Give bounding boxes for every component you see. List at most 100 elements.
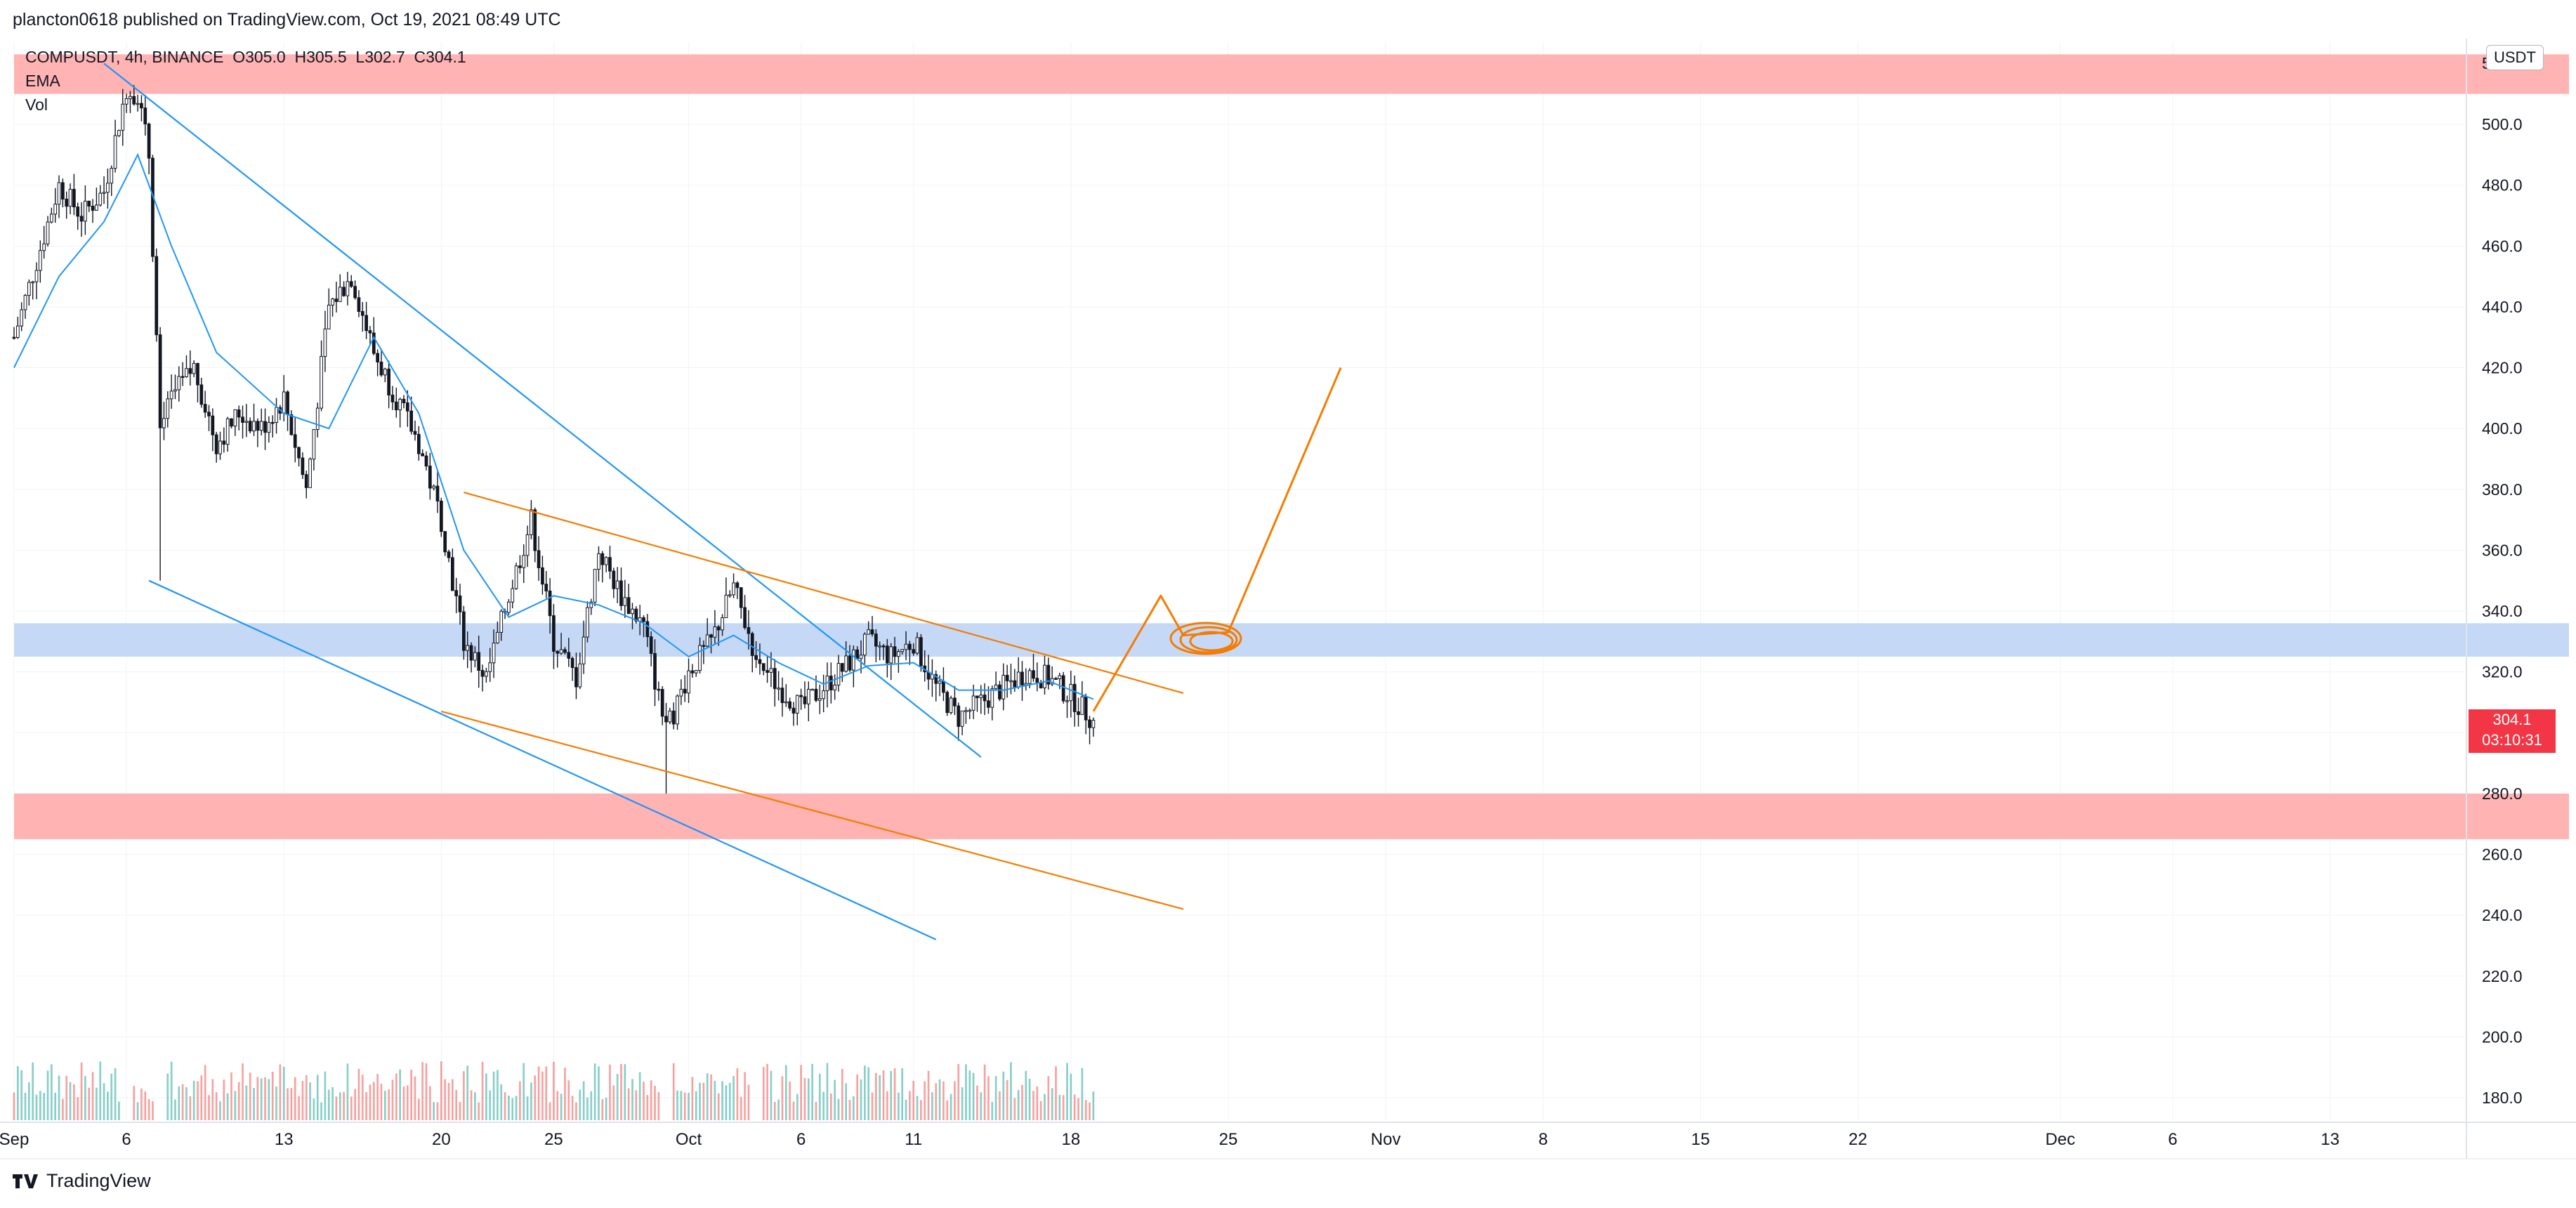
- candle-body: [570, 657, 574, 669]
- volume-bar: [811, 1063, 813, 1120]
- volume-bar: [590, 1091, 593, 1120]
- candle-body: [421, 453, 425, 457]
- candle-body: [368, 330, 372, 334]
- volume-bar: [429, 1086, 431, 1120]
- candle-body: [705, 634, 709, 647]
- candle-body: [1065, 700, 1069, 702]
- volume-bar: [211, 1079, 214, 1120]
- candle-body: [732, 582, 735, 596]
- volume-bar: [740, 1096, 742, 1120]
- candle-body: [777, 688, 780, 690]
- volume-bar: [598, 1066, 600, 1120]
- volume-bar: [39, 1091, 41, 1120]
- projection-drawing[interactable]: [1092, 367, 1342, 712]
- volume-bar: [470, 1090, 473, 1120]
- candle-body: [975, 695, 979, 698]
- candle-body: [84, 200, 87, 222]
- ema-legend[interactable]: EMA: [25, 72, 60, 90]
- volume-bar: [245, 1085, 248, 1120]
- candle-body: [428, 466, 432, 489]
- volume-bar: [994, 1076, 997, 1120]
- candle-body: [27, 282, 31, 296]
- candle-body: [687, 670, 690, 694]
- candle-body: [1058, 675, 1062, 679]
- candle-body: [132, 96, 136, 105]
- volume-bars: [13, 1061, 1095, 1120]
- volume-bar: [627, 1088, 630, 1120]
- volume-bar: [654, 1086, 656, 1120]
- volume-bar: [275, 1086, 277, 1120]
- candle-body: [716, 626, 721, 631]
- candle-body: [957, 705, 961, 727]
- volume-bar: [1073, 1094, 1076, 1120]
- volume-bar: [249, 1072, 251, 1120]
- candle-body: [416, 433, 421, 454]
- candle-body: [833, 684, 837, 690]
- candle-body: [987, 700, 990, 708]
- x-tick-label: 18: [1062, 1130, 1081, 1149]
- volume-bar: [88, 1087, 91, 1120]
- candle-body: [548, 590, 552, 617]
- volume-bar: [519, 1081, 521, 1120]
- candle-body: [713, 626, 717, 638]
- candle-body: [1005, 674, 1009, 681]
- volume-bar: [616, 1074, 619, 1120]
- volume-bar: [91, 1072, 94, 1120]
- volume-bar: [414, 1076, 416, 1120]
- candle-body: [608, 557, 612, 572]
- volume-bar: [452, 1079, 454, 1120]
- candle-body: [23, 295, 27, 310]
- volume-bar: [815, 1101, 817, 1120]
- candle-body: [522, 555, 526, 568]
- volume-bar: [991, 1101, 994, 1120]
- volume-legend[interactable]: Vol: [25, 96, 48, 114]
- candle-body: [581, 636, 586, 664]
- x-tick-label: 11: [905, 1130, 922, 1149]
- candle-body: [668, 710, 672, 723]
- candle-body: [810, 688, 815, 691]
- candle-body: [46, 221, 50, 244]
- volume-bar: [444, 1079, 447, 1120]
- candle-body: [117, 130, 121, 136]
- candle-body: [1039, 683, 1043, 688]
- target-circle: [1169, 622, 1242, 655]
- candle-body: [57, 182, 61, 205]
- volume-bar: [208, 1095, 210, 1120]
- candle-body: [799, 695, 803, 697]
- candle-body: [469, 645, 473, 661]
- candle-body: [724, 594, 728, 619]
- candle-body: [623, 597, 627, 606]
- volume-bar: [1092, 1091, 1095, 1120]
- candle-body: [1020, 671, 1024, 685]
- volume-bar: [230, 1072, 232, 1120]
- volume-bar: [365, 1092, 367, 1120]
- candle-body: [660, 689, 664, 717]
- candle-body: [803, 696, 807, 704]
- volume-bar: [436, 1102, 439, 1120]
- candle-body: [791, 707, 796, 714]
- candle-body: [612, 570, 616, 589]
- candle-body: [541, 567, 544, 585]
- candle-body: [1001, 674, 1006, 700]
- volume-bar: [110, 1073, 113, 1120]
- candle-body: [252, 421, 256, 432]
- tradingview-logo[interactable]: TradingView: [13, 1170, 151, 1192]
- volume-bar: [938, 1079, 941, 1120]
- volume-bar: [174, 1099, 176, 1120]
- volume-bar: [792, 1101, 795, 1120]
- y-tick-label: 480.0: [2482, 176, 2523, 195]
- volume-bar: [781, 1076, 784, 1120]
- x-tick-label: 20: [432, 1130, 451, 1149]
- volume-bar: [256, 1077, 259, 1120]
- ema-line: [13, 152, 1094, 700]
- trendline-drawings[interactable]: [103, 63, 1184, 940]
- currency-selector[interactable]: USDT: [2486, 45, 2544, 70]
- symbol-legend[interactable]: COMPUSDT, 4h, BINANCE O305.0 H305.5 L302…: [25, 48, 466, 66]
- volume-bar: [912, 1081, 915, 1120]
- candlestick-series: [12, 85, 1096, 794]
- y-tick-label: 240.0: [2482, 906, 2523, 924]
- volume-bar: [1006, 1079, 1008, 1120]
- volume-bar: [181, 1084, 184, 1120]
- volume-bar: [1066, 1063, 1068, 1120]
